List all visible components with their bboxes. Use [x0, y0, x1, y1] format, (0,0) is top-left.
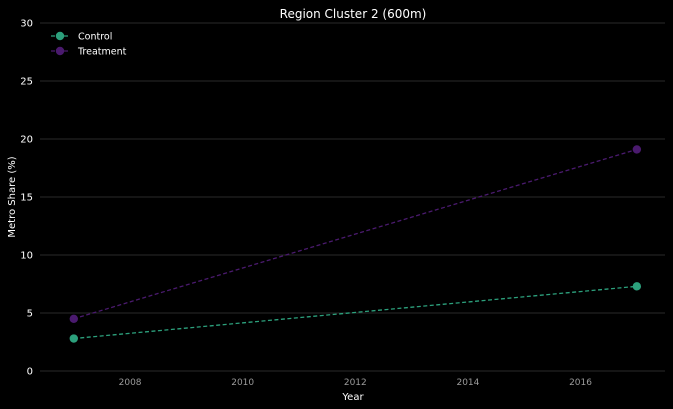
y-tick-label: 20 — [20, 135, 33, 146]
data-point-treatment — [632, 145, 642, 154]
grid — [40, 22, 665, 372]
legend-label: Treatment — [77, 47, 127, 58]
data-point-control — [632, 282, 642, 291]
data-point-treatment — [69, 314, 78, 323]
legend: Control Treatment — [51, 32, 127, 58]
legend-marker — [55, 31, 65, 41]
chart-title: Region Cluster 2 (600m) — [280, 7, 427, 21]
y-tick-label: 0 — [27, 367, 33, 378]
y-tick-label: 30 — [20, 19, 33, 30]
legend-marker — [55, 46, 65, 56]
axis-ticks: 0 5 10 15 20 25 30 2008 2010 2012 2014 2016 — [20, 19, 592, 389]
x-tick-label: 2016 — [569, 378, 592, 388]
y-tick-label: 10 — [20, 251, 33, 262]
x-tick-label: 2012 — [344, 378, 367, 388]
series-line-control — [73, 285, 637, 340]
data-point-control — [69, 334, 78, 343]
x-tick-label: 2014 — [456, 378, 479, 388]
y-tick-label: 15 — [20, 193, 33, 204]
x-tick-label: 2008 — [119, 378, 142, 388]
x-tick-label: 2010 — [231, 378, 254, 388]
y-tick-label: 25 — [20, 77, 33, 88]
series-layer — [69, 145, 642, 343]
x-axis-label: Year — [341, 392, 364, 403]
y-tick-label: 5 — [27, 309, 33, 320]
legend-label: Control — [78, 32, 112, 43]
series-line-treatment — [73, 148, 638, 320]
y-axis-label: Metro Share (%) — [7, 156, 18, 237]
